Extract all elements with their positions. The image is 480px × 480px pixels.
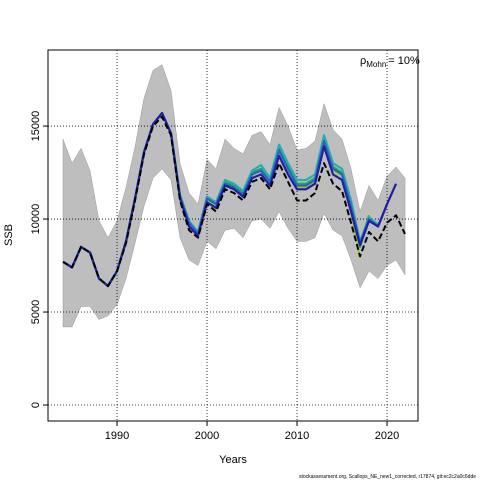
annotation: ρMohn = 10% [360,55,420,69]
y-axis-label: SSB [3,224,15,246]
y-tick-label: 10000 [30,204,42,235]
annotation-symbol: ρ [360,55,366,67]
y-tick-label: 5000 [30,300,42,324]
x-tick-label: 2000 [195,430,219,442]
annotation-text: = 10% [388,55,420,67]
y-tick-label: 0 [30,402,42,408]
x-tick-label: 2020 [375,430,399,442]
x-axis-label: Years [219,454,247,466]
y-tick-label: 15000 [30,111,42,142]
x-tick-label: 2010 [285,430,309,442]
confidence-band [62,64,406,328]
series-line [62,115,406,287]
x-tick-label: 1990 [105,430,129,442]
series-line [62,111,398,288]
plot-frame [47,49,419,422]
annotation-subscript: Mohn [366,60,386,69]
footer: stockassessment.org, Scallops_NE_new1_co… [299,474,476,480]
